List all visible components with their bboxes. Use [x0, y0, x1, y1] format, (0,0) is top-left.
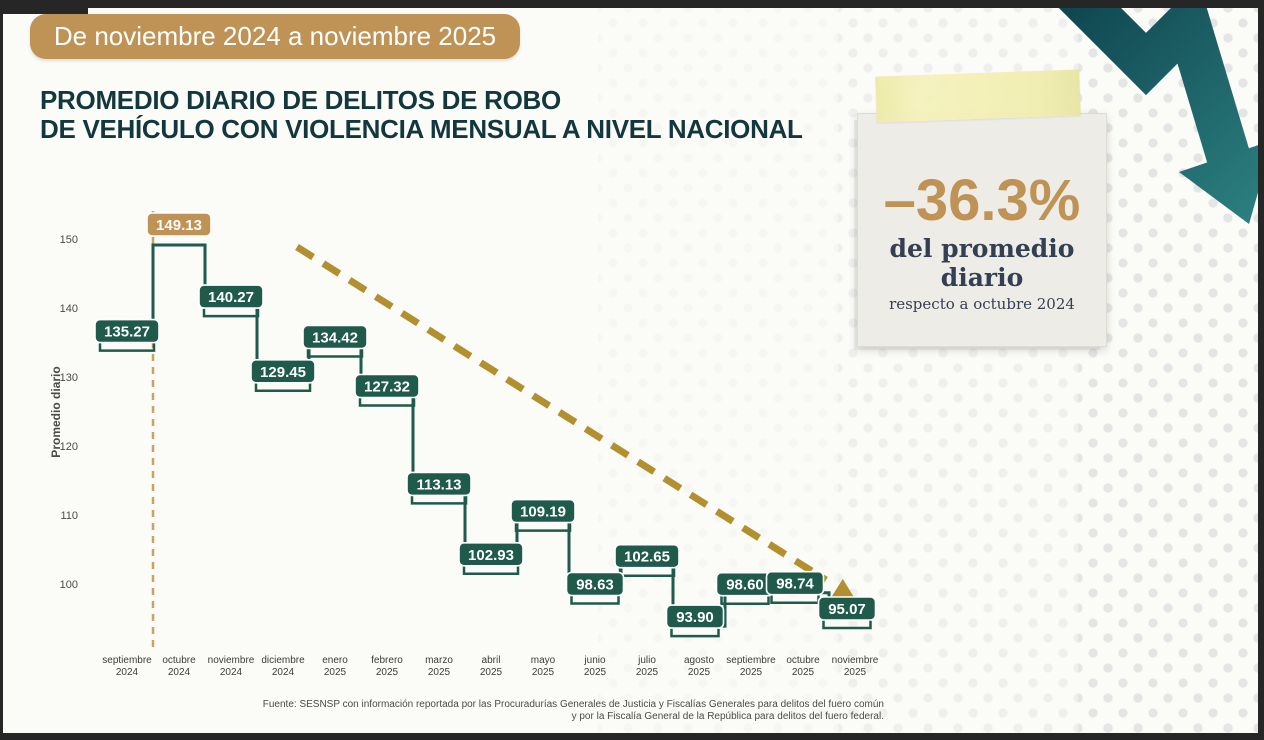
trend-arrow-dashes	[295, 244, 828, 583]
x-tick-label: octubre 2025	[786, 655, 820, 678]
label-bracket	[202, 308, 260, 318]
percent-change-value: –36.3%	[883, 168, 1081, 233]
chart-title-line1: PROMEDIO DIARIO DE DELITOS DE ROBO	[40, 85, 561, 115]
x-tick-label: marzo 2025	[425, 655, 453, 678]
value-label-box	[302, 324, 368, 350]
value-label-box	[565, 571, 625, 597]
value-label: 102.93	[468, 547, 514, 564]
window-chrome-right	[1258, 0, 1264, 740]
value-label: 93.90	[676, 609, 714, 626]
y-axis: 150 140 130 120 110 100 Promedio diario	[49, 234, 78, 591]
value-label-box	[765, 570, 825, 596]
value-label: 98.74	[776, 576, 814, 593]
value-label: 98.63	[576, 577, 614, 594]
source-line2: y por la Fiscalía General de la Repúblic…	[571, 711, 884, 722]
value-label: 113.13	[416, 476, 461, 493]
x-tick-label: octubre 2024	[162, 655, 196, 678]
window-chrome-notch	[3, 8, 88, 14]
x-tick-label: diciembre 2024	[261, 655, 305, 678]
value-label-box	[406, 471, 472, 497]
window-chrome-left	[0, 0, 3, 740]
y-tick-label: 140	[60, 303, 78, 315]
summary-note-card: –36.3% del promedio diario respecto a oc…	[857, 113, 1107, 347]
peak-value-label-box	[146, 212, 212, 237]
y-tick-label: 100	[60, 579, 78, 591]
y-axis-title: Promedio diario	[49, 366, 63, 457]
value-label: 135.27	[104, 324, 150, 341]
date-range-label: De noviembre 2024 a noviembre 2025	[53, 21, 497, 51]
value-label: 129.45	[260, 364, 306, 381]
window-chrome-bottom	[0, 733, 1264, 740]
source-line1: Fuente: SESNSP con información reportada…	[262, 699, 884, 710]
label-bracket	[462, 565, 520, 576]
percent-change-caption: del promedio diario	[889, 234, 1075, 292]
value-label: 127.32	[364, 379, 410, 396]
value-label-box	[510, 498, 576, 524]
value-labels: 135.27 149.13 140.27 129.45 134.42 127.32 113.…	[94, 212, 877, 629]
x-tick-label: abril 2025	[480, 655, 503, 678]
label-bracket	[358, 397, 416, 407]
x-tick-label: noviembre 2025	[832, 655, 879, 678]
value-label: 95.07	[828, 601, 866, 618]
x-tick-label: julio 2025	[636, 655, 659, 678]
label-bracket	[410, 495, 468, 505]
x-tick-label: noviembre 2024	[208, 655, 255, 678]
y-tick-label: 120	[60, 441, 78, 453]
label-bracket	[670, 628, 720, 638]
source-note: Fuente: SESNSP con información reportada…	[200, 699, 884, 723]
window-chrome-top	[0, 0, 1264, 8]
label-bracket	[822, 620, 872, 630]
date-range-banner: De noviembre 2024 a noviembre 2025	[30, 14, 520, 59]
label-bracket	[306, 348, 364, 358]
trend-arrow-head	[831, 578, 855, 599]
x-axis: septiembre 2024 octubre 2024 noviembre 2024 di…	[102, 655, 879, 678]
value-label-box	[354, 373, 420, 399]
x-tick-label: agosto 2025	[684, 655, 714, 678]
label-bracket	[514, 522, 572, 532]
y-tick-label: 150	[60, 234, 78, 246]
label-bracket	[618, 567, 676, 577]
value-label: 109.19	[520, 504, 566, 521]
value-label: 149.13	[156, 217, 202, 234]
value-label: 98.60	[726, 577, 764, 594]
trend-arrow	[295, 244, 855, 599]
x-tick-label: enero 2025	[322, 655, 348, 678]
y-tick-label: 130	[60, 372, 78, 384]
chart-title-line2: DE VEHÍCULO CON VIOLENCIA MENSUAL A NIVE…	[40, 114, 803, 144]
y-tick-label: 110	[60, 510, 78, 522]
label-brackets	[98, 308, 872, 638]
x-tick-label: mayo 2025	[531, 655, 556, 678]
chart-title: PROMEDIO DIARIO DE DELITOS DE ROBO DE VE…	[40, 86, 803, 144]
value-label-box	[665, 604, 725, 629]
label-bracket	[770, 594, 820, 604]
x-tick-label: septiembre 2024	[102, 655, 152, 678]
x-tick-label: septiembre 2025	[726, 655, 776, 678]
value-label-box	[94, 318, 160, 344]
value-label-box	[817, 596, 877, 621]
x-tick-label: febrero 2025	[371, 655, 403, 678]
label-bracket	[98, 342, 156, 352]
label-bracket	[720, 595, 770, 605]
masking-tape-icon	[875, 69, 1081, 123]
x-tick-label: junio 2025	[583, 655, 606, 678]
value-label: 140.27	[208, 289, 254, 306]
value-label: 134.42	[312, 330, 358, 347]
value-label-box	[250, 358, 316, 384]
value-label: 102.65	[624, 549, 670, 566]
label-bracket	[254, 382, 312, 393]
value-label-box	[198, 284, 264, 309]
label-bracket	[570, 595, 620, 605]
percent-change-subcaption: respecto a octubre 2024	[889, 295, 1075, 313]
value-label-box	[614, 543, 680, 569]
value-label-box	[458, 541, 524, 567]
